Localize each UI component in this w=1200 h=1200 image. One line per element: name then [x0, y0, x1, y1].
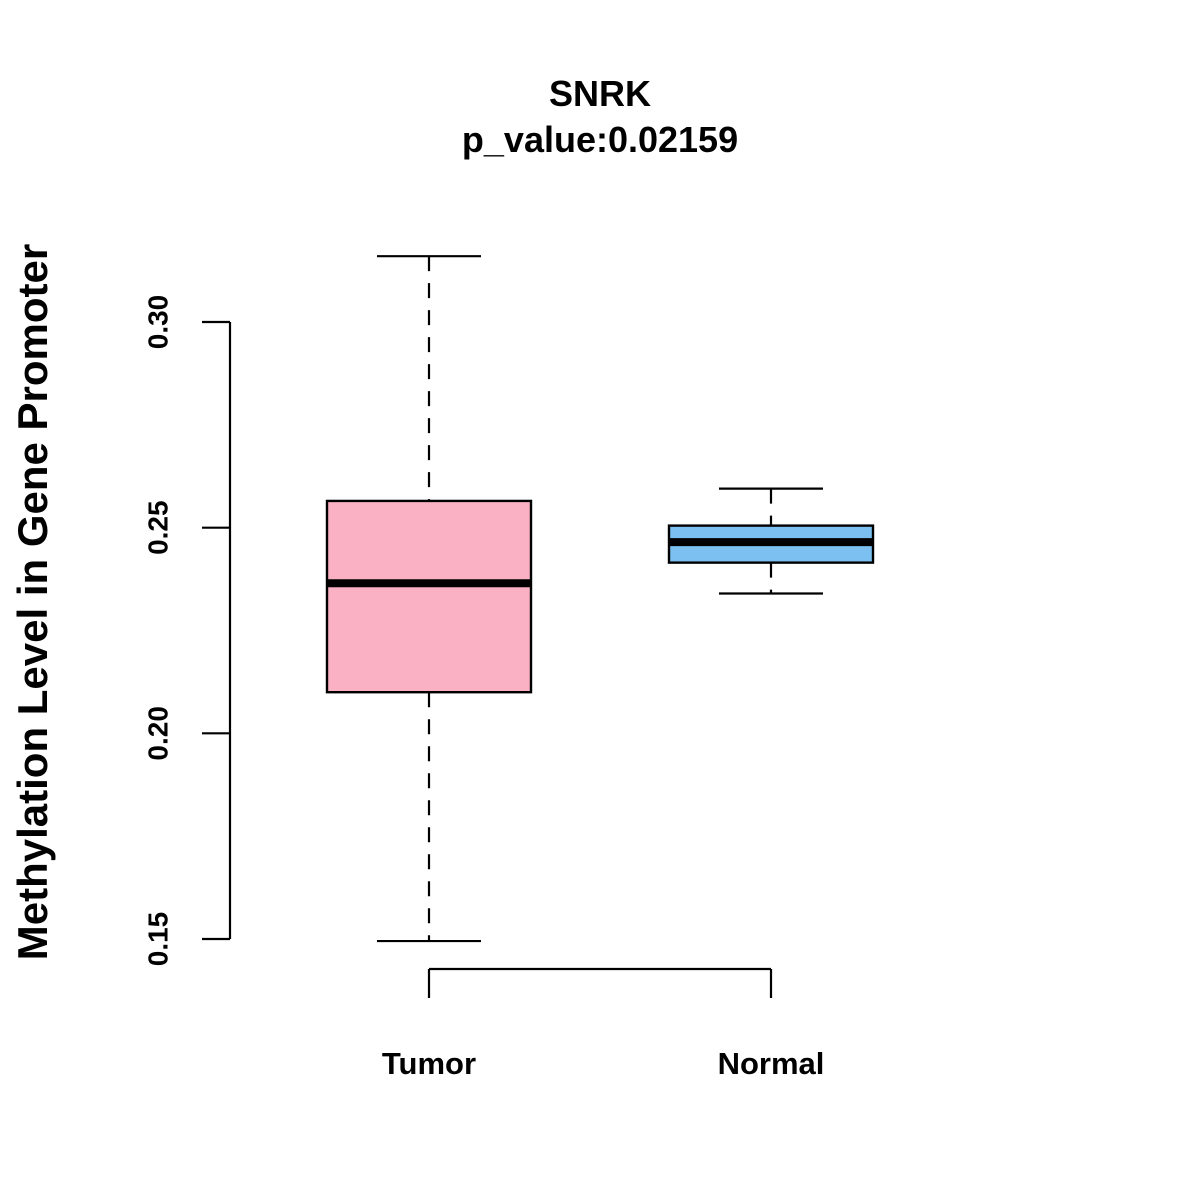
box-iqr	[325, 499, 533, 694]
y-axis-ticks: 0.15 0.20 0.25 0.30	[142, 295, 230, 967]
x-tick-label: Normal	[718, 1046, 825, 1081]
x-axis: Tumor Normal	[382, 967, 825, 1081]
y-tick-label: 0.15	[142, 912, 173, 967]
y-tick-label: 0.25	[142, 500, 173, 555]
y-tick-label: 0.20	[142, 706, 173, 761]
x-tick-label: Tumor	[382, 1046, 476, 1081]
box-normal	[667, 487, 875, 595]
chart-title: SNRK	[549, 73, 651, 114]
y-axis-label: Methylation Level in Gene Promoter	[9, 244, 56, 960]
boxes-group	[325, 255, 875, 943]
chart-subtitle: p_value:0.02159	[462, 119, 738, 160]
y-tick-label: 0.30	[142, 295, 173, 350]
box-tumor	[325, 255, 533, 943]
